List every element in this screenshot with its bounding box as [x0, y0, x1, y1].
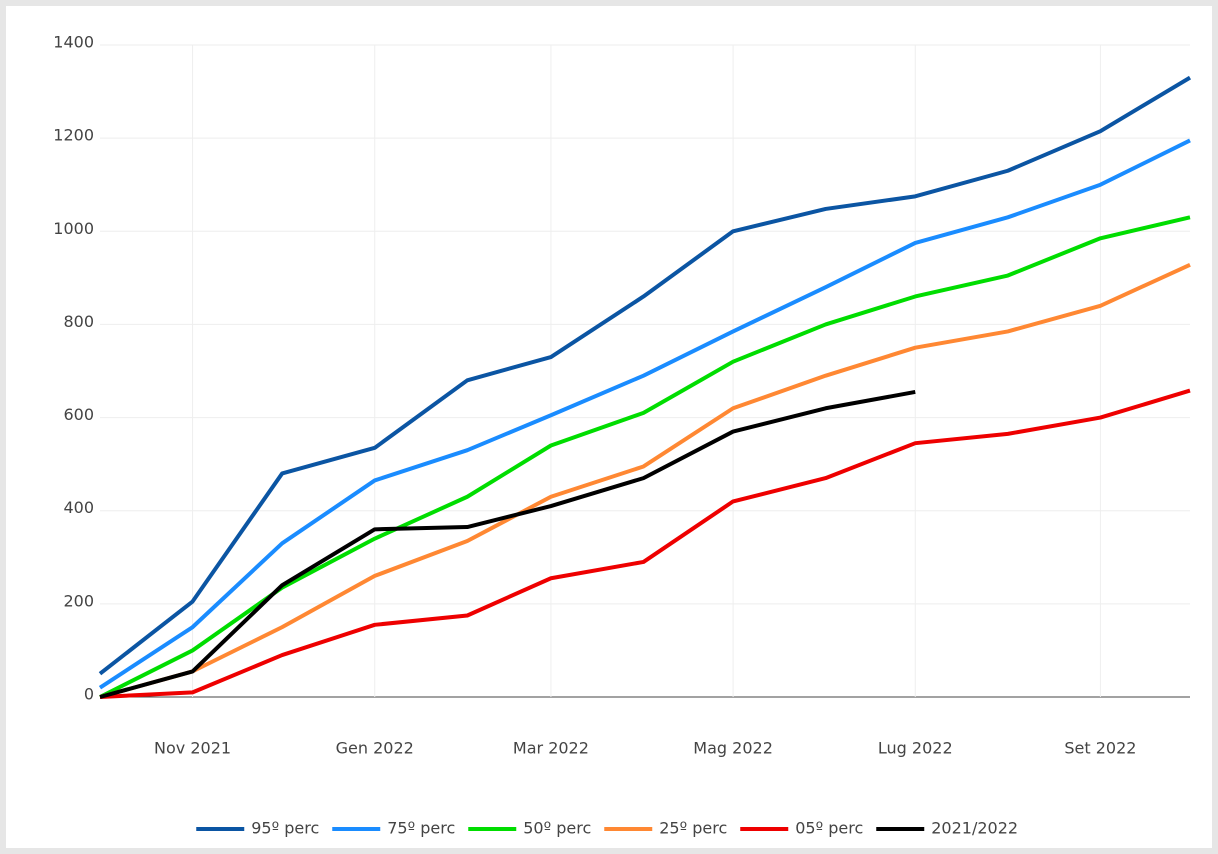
- x-tick-label: Mar 2022: [513, 739, 589, 758]
- y-tick-label: 200: [63, 591, 94, 610]
- series-line: [99, 389, 916, 699]
- legend-label[interactable]: 05º perc: [795, 819, 863, 838]
- x-tick-label: Gen 2022: [336, 739, 414, 758]
- y-tick-label: 1200: [53, 126, 94, 145]
- legend-label[interactable]: 75º perc: [387, 819, 455, 838]
- y-tick-label: 400: [63, 498, 94, 517]
- x-tick-label: Nov 2021: [154, 739, 231, 758]
- x-tick-label: Mag 2022: [693, 739, 773, 758]
- x-tick-label: Set 2022: [1064, 739, 1136, 758]
- legend-label[interactable]: 50º perc: [523, 819, 591, 838]
- y-tick-label: 600: [63, 405, 94, 424]
- series-line: [98, 75, 1192, 676]
- y-tick-label: 1400: [53, 33, 94, 52]
- y-tick-label: 800: [63, 312, 94, 331]
- y-tick-label: 1000: [53, 219, 94, 238]
- legend-label[interactable]: 2021/2022: [931, 819, 1018, 838]
- x-tick-label: Lug 2022: [878, 739, 953, 758]
- legend-label[interactable]: 95º perc: [251, 819, 319, 838]
- series-line: [99, 262, 1191, 699]
- series-line: [99, 388, 1191, 699]
- series-line: [98, 138, 1191, 690]
- y-tick-label: 0: [84, 685, 94, 704]
- legend-label[interactable]: 25º perc: [659, 819, 727, 838]
